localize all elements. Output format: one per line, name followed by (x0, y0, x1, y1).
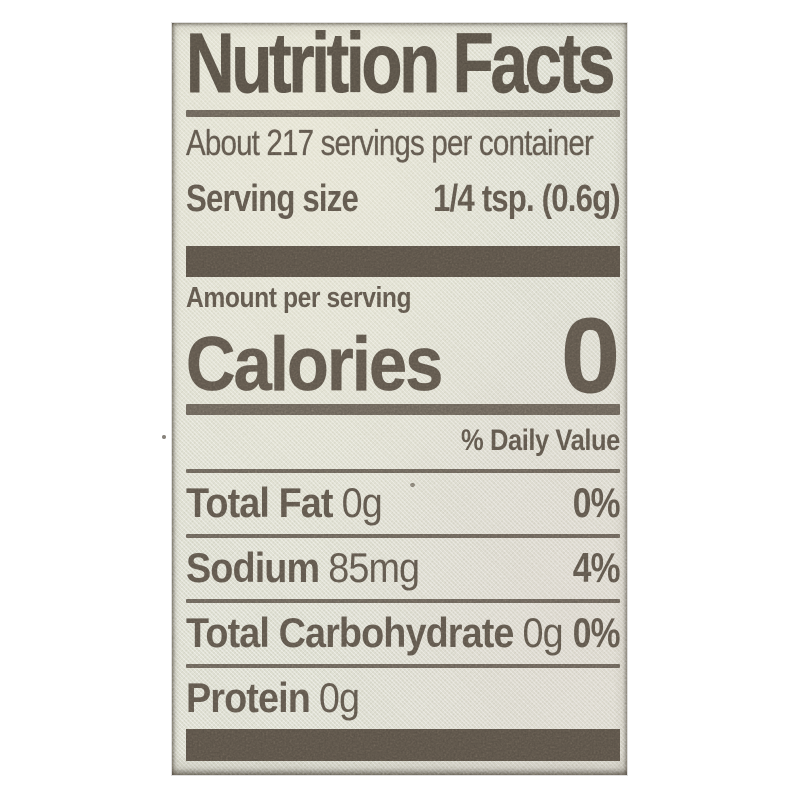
row-divider (186, 534, 620, 538)
nutrient-row-total-carbohydrate: Total Carbohydrate 0g 0% (186, 609, 621, 656)
nutrient-left: Protein 0g (186, 677, 360, 719)
nutrient-amount: 0g (341, 479, 383, 526)
nutrient-amount: 0g (318, 674, 360, 721)
thick-separator-bottom (186, 729, 620, 761)
nutrient-row-total-fat: Total Fat 0g 0% (186, 479, 621, 526)
daily-value-header-text: % Daily Value (461, 424, 620, 457)
calories-line: Calories 0 (186, 297, 621, 415)
nutrient-left: Sodium 85mg (186, 547, 420, 589)
nutrient-name: Total Fat (186, 479, 334, 526)
nutrient-row-sodium: Sodium 85mg 4% (186, 544, 621, 591)
daily-value-header: % Daily Value (186, 425, 620, 457)
serving-size-label: Serving size (186, 178, 359, 220)
nutrient-daily-value: 4% (573, 544, 621, 591)
row-divider (186, 469, 620, 473)
servings-per-container-text: About 217 servings per container (186, 122, 594, 163)
nutrient-row-protein: Protein 0g (186, 677, 620, 719)
nutrition-facts-title: Nutrition Facts (186, 16, 620, 110)
servings-per-container: About 217 servings per container (186, 122, 620, 163)
serving-size-line: Serving size 1/4 tsp. (0.6g) (186, 178, 621, 220)
calories-divider (186, 404, 620, 415)
calories-label: Calories (186, 322, 444, 407)
nutrient-name: Protein (186, 674, 311, 721)
nutrient-left: Total Fat 0g (186, 482, 383, 524)
print-speck (162, 435, 166, 439)
nutrient-amount: 85mg (328, 544, 420, 591)
row-divider (186, 599, 620, 603)
row-divider (186, 664, 620, 668)
nutrient-left: Total Carbohydrate 0g (186, 612, 564, 654)
thick-separator-top (186, 246, 620, 277)
nutrition-facts-title-text: Nutrition Facts (186, 16, 616, 110)
nutrient-daily-value: 0% (573, 479, 621, 526)
calories-value: 0 (561, 297, 621, 415)
nutrient-name: Sodium (186, 544, 320, 591)
serving-size-value: 1/4 tsp. (0.6g) (433, 178, 621, 220)
nutrient-amount: 0g (522, 609, 564, 656)
print-speck (410, 483, 415, 487)
calories-label-wrap: Calories (186, 322, 470, 407)
nutrient-name: Total Carbohydrate (186, 609, 514, 656)
nutrient-daily-value: 0% (573, 609, 621, 656)
nutrition-facts-label: Nutrition Facts About 217 servings per c… (162, 16, 627, 775)
title-divider (186, 110, 620, 117)
